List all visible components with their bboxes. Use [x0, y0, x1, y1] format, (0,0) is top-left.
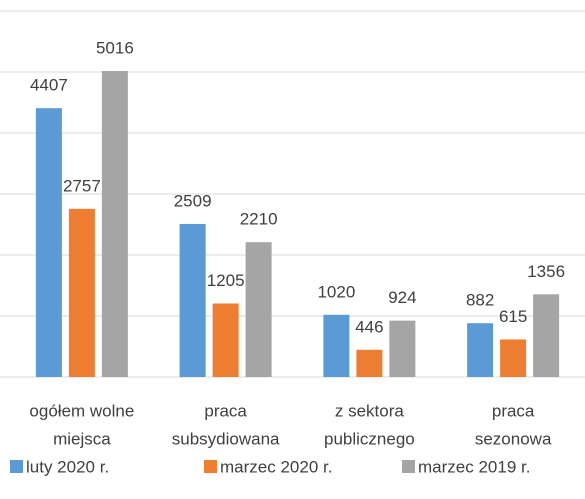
- legend-label: luty 2020 r.: [26, 457, 109, 476]
- bar: [467, 323, 494, 377]
- x-tick-label: sezonowa: [475, 429, 552, 448]
- x-tick-label: publicznego: [324, 429, 415, 448]
- x-tick-label: praca: [492, 401, 535, 420]
- bar: [323, 314, 350, 377]
- bar: [179, 223, 206, 377]
- bar: [500, 339, 527, 377]
- x-tick-label: subsydiowana: [172, 429, 280, 448]
- bar: [533, 294, 560, 377]
- data-label: 4407: [30, 76, 68, 95]
- x-tick-label: miejsca: [53, 429, 111, 448]
- bar: [389, 320, 416, 377]
- x-tick-label: z sektora: [335, 401, 405, 420]
- bar: [212, 303, 239, 377]
- bar: [101, 71, 128, 378]
- data-label: 2210: [240, 210, 278, 229]
- x-tick-label: praca: [204, 401, 247, 420]
- legend-swatch: [10, 460, 23, 473]
- data-label: 446: [355, 317, 383, 336]
- bar: [35, 108, 62, 377]
- data-label: 615: [499, 307, 527, 326]
- data-label: 2757: [63, 176, 101, 195]
- data-label: 5016: [96, 39, 134, 58]
- data-label: 1205: [207, 271, 245, 290]
- data-label: 924: [388, 288, 416, 307]
- legend-label: marzec 2020 r.: [220, 457, 332, 476]
- bar: [68, 208, 95, 377]
- data-label: 1356: [527, 262, 565, 281]
- data-label: 882: [466, 291, 494, 310]
- data-label: 1020: [317, 282, 355, 301]
- bar: [356, 349, 383, 377]
- x-tick-label: ogółem wolne: [29, 401, 134, 420]
- bar: [245, 242, 272, 377]
- legend-swatch: [402, 460, 415, 473]
- legend-label: marzec 2019 r.: [418, 457, 530, 476]
- legend-swatch: [204, 460, 217, 473]
- data-label: 2509: [174, 191, 212, 210]
